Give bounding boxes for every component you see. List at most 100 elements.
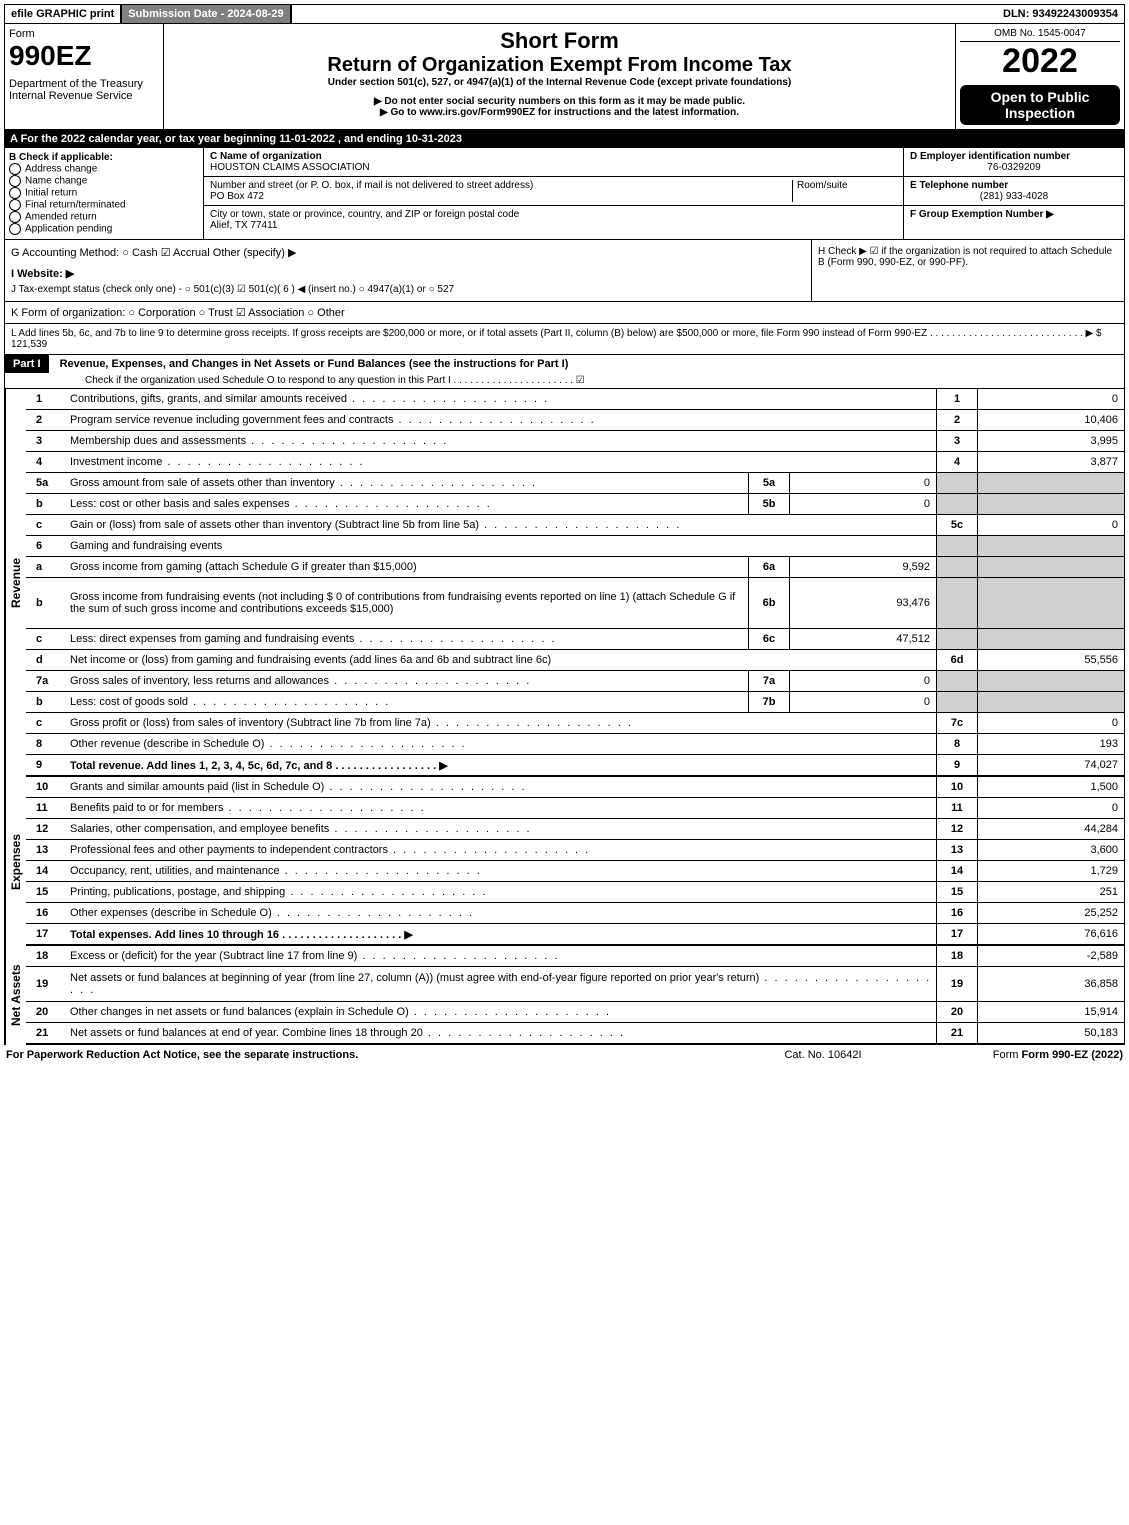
right-num: 19 (936, 967, 978, 1001)
tax-year: 2022 (960, 42, 1120, 81)
table-row: 11Benefits paid to or for members110 (26, 798, 1124, 819)
line-desc: Gain or (loss) from sale of assets other… (70, 519, 936, 531)
line-num: 17 (26, 928, 70, 940)
line-desc: Gross amount from sale of assets other t… (70, 477, 748, 489)
table-row: 4Investment income43,877 (26, 452, 1124, 473)
right-val: 36,858 (978, 967, 1124, 1001)
line-desc: Gross income from gaming (attach Schedul… (70, 561, 748, 573)
right-num: 11 (936, 798, 978, 818)
expenses-side-label: Expenses (5, 777, 26, 946)
line-num: b (26, 696, 70, 708)
line-num: 8 (26, 738, 70, 750)
line-num: c (26, 519, 70, 531)
right-num: 12 (936, 819, 978, 839)
sub-num: 6a (748, 557, 790, 577)
line-desc: Net assets or fund balances at beginning… (70, 972, 936, 996)
line-num: 16 (26, 907, 70, 919)
right-num: 6d (936, 650, 978, 670)
right-val: 55,556 (978, 650, 1124, 670)
revenue-section: Revenue 1Contributions, gifts, grants, a… (5, 389, 1124, 777)
line-desc: Contributions, gifts, grants, and simila… (70, 393, 936, 405)
checkbox-initial[interactable] (9, 187, 21, 199)
sub-val: 0 (790, 671, 936, 691)
line-num: 9 (26, 759, 70, 771)
expenses-section: Expenses 10Grants and similar amounts pa… (5, 777, 1124, 946)
table-row: 20Other changes in net assets or fund ba… (26, 1002, 1124, 1023)
right-num: 14 (936, 861, 978, 881)
line-l: L Add lines 5b, 6c, and 7b to line 9 to … (4, 324, 1125, 355)
line-desc: Other revenue (describe in Schedule O) (70, 738, 936, 750)
line-num: d (26, 654, 70, 666)
department-line: Department of the Treasury (9, 78, 159, 90)
table-row: 7aGross sales of inventory, less returns… (26, 671, 1124, 692)
right-num: 16 (936, 903, 978, 923)
gray-cell (936, 671, 978, 691)
table-row: bLess: cost of goods sold7b0 (26, 692, 1124, 713)
part-1-note: Check if the organization used Schedule … (5, 373, 1124, 388)
right-val: 1,729 (978, 861, 1124, 881)
right-num: 18 (936, 946, 978, 966)
header-left: Form 990EZ Department of the Treasury In… (5, 24, 164, 129)
irs-line: Internal Revenue Service (9, 90, 159, 102)
opt-final: Final return/terminated (25, 200, 126, 211)
part-1-table: Revenue 1Contributions, gifts, grants, a… (4, 389, 1125, 1045)
col-b-checkboxes: B Check if applicable: Address change Na… (5, 148, 204, 239)
table-row: 10Grants and similar amounts paid (list … (26, 777, 1124, 798)
checkbox-final[interactable] (9, 199, 21, 211)
line-desc: Less: direct expenses from gaming and fu… (70, 633, 748, 645)
sub-val: 9,592 (790, 557, 936, 577)
col-d-ids: D Employer identification number 76-0329… (903, 148, 1124, 239)
gray-cell (936, 629, 978, 649)
gray-cell (978, 536, 1124, 556)
dln-number: DLN: 93492243009354 (997, 5, 1124, 23)
table-row: 17Total expenses. Add lines 10 through 1… (26, 924, 1124, 946)
right-val: 0 (978, 713, 1124, 733)
line-num: 7a (26, 675, 70, 687)
table-row: 8Other revenue (describe in Schedule O)8… (26, 734, 1124, 755)
sub-val: 0 (790, 692, 936, 712)
gray-cell (978, 473, 1124, 493)
g-h-row: G Accounting Method: ○ Cash ☑ Accrual Ot… (4, 240, 1125, 302)
gray-cell (936, 692, 978, 712)
form-number: 990EZ (9, 40, 159, 72)
right-val: 74,027 (978, 755, 1124, 775)
right-num: 15 (936, 882, 978, 902)
right-num: 17 (936, 924, 978, 944)
checkbox-name-change[interactable] (9, 175, 21, 187)
line-num: c (26, 717, 70, 729)
line-desc: Grants and similar amounts paid (list in… (70, 781, 936, 793)
line-desc: Net income or (loss) from gaming and fun… (70, 654, 936, 666)
c-city-label: City or town, state or province, country… (210, 209, 897, 220)
line-num: 2 (26, 414, 70, 426)
line-k: K Form of organization: ○ Corporation ○ … (4, 302, 1125, 324)
line-desc: Benefits paid to or for members (70, 802, 936, 814)
right-val: 50,183 (978, 1023, 1124, 1043)
col-c-org: C Name of organization HOUSTON CLAIMS AS… (204, 148, 903, 239)
checkbox-address-change[interactable] (9, 163, 21, 175)
right-val: 0 (978, 798, 1124, 818)
line-num: 12 (26, 823, 70, 835)
efile-print-link[interactable]: efile GRAPHIC print (5, 5, 120, 23)
form-subtitle: Under section 501(c), 527, or 4947(a)(1)… (168, 77, 951, 88)
right-num: 4 (936, 452, 978, 472)
right-val: 44,284 (978, 819, 1124, 839)
line-num: b (26, 498, 70, 510)
checkbox-amended[interactable] (9, 211, 21, 223)
line-num: 20 (26, 1006, 70, 1018)
line-desc: Total revenue. Add lines 1, 2, 3, 4, 5c,… (70, 759, 936, 772)
checkbox-pending[interactable] (9, 223, 21, 235)
table-row: aGross income from gaming (attach Schedu… (26, 557, 1124, 578)
c-addr-label: Number and street (or P. O. box, if mail… (210, 180, 792, 191)
right-num: 2 (936, 410, 978, 430)
omb-number: OMB No. 1545-0047 (960, 28, 1120, 42)
line-desc: Excess or (deficit) for the year (Subtra… (70, 950, 936, 962)
line-num: 18 (26, 950, 70, 962)
sub-num: 7a (748, 671, 790, 691)
sub-val: 93,476 (790, 578, 936, 628)
table-row: cGain or (loss) from sale of assets othe… (26, 515, 1124, 536)
gray-cell (936, 536, 978, 556)
right-num: 7c (936, 713, 978, 733)
line-num: 15 (26, 886, 70, 898)
right-num: 21 (936, 1023, 978, 1043)
org-city: Alief, TX 77411 (210, 220, 897, 231)
